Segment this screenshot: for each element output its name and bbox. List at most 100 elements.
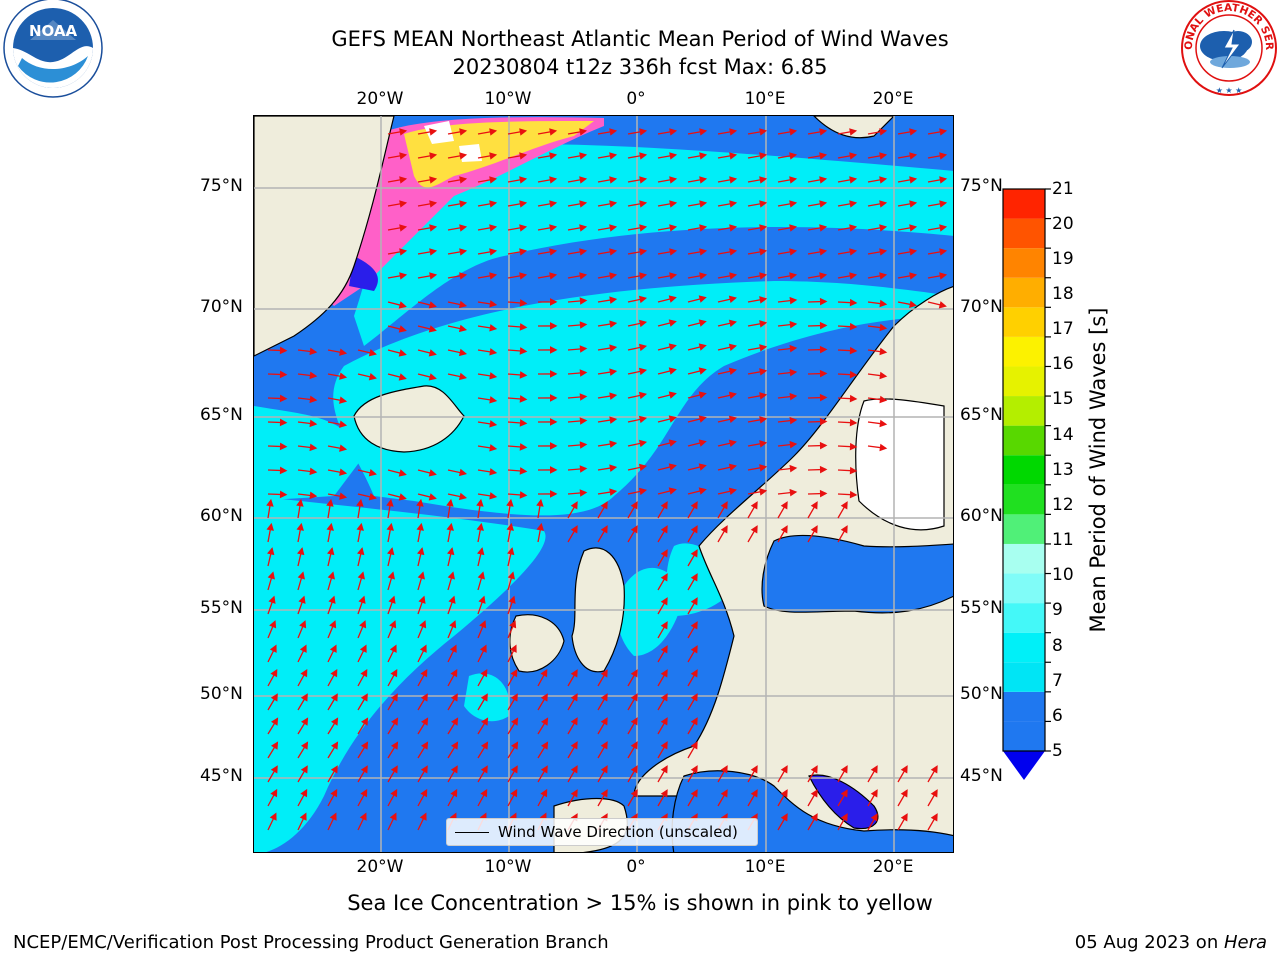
- wave-direction-arrow-head: [549, 466, 558, 474]
- colorbar-band: [1003, 336, 1045, 367]
- wave-direction-arrow-head: [519, 248, 528, 256]
- wave-direction-arrow-head: [699, 176, 708, 184]
- wave-direction-arrow-head: [540, 693, 548, 702]
- wave-direction-arrow-head: [690, 621, 698, 630]
- wave-direction-arrow-head: [939, 272, 948, 280]
- wave-direction-arrow-head: [390, 693, 398, 702]
- wave-direction-arrow-head: [579, 321, 588, 329]
- adriatic-sea: [808, 774, 879, 830]
- wave-direction-arrow-head: [789, 128, 798, 136]
- wave-direction-arrow-head: [759, 368, 768, 376]
- wave-direction-arrow-head: [609, 128, 618, 136]
- wave-direction-arrow-head: [729, 224, 738, 232]
- colorbar-tick-label: 13: [1052, 460, 1074, 480]
- wave-direction-arrow-head: [421, 717, 429, 726]
- wave-direction-arrow-head: [729, 176, 738, 184]
- wave-direction-arrow-head: [481, 717, 489, 726]
- wave-direction-arrow-head: [330, 765, 338, 774]
- wave-direction-arrow-head: [819, 417, 828, 426]
- wave-direction-arrow-head: [879, 128, 888, 136]
- wave-direction-arrow-head: [789, 200, 798, 208]
- lat-tick-left: 60°N: [200, 506, 243, 526]
- wave-direction-arrow-head: [549, 176, 558, 184]
- wave-direction-arrow-head: [579, 272, 588, 280]
- wave-direction-arrow-head: [359, 620, 367, 629]
- wave-direction-arrow-head: [639, 128, 648, 136]
- wave-direction-arrow-head: [507, 547, 515, 556]
- wave-direction-arrow-head: [330, 668, 338, 678]
- wave-direction-arrow-head: [420, 693, 428, 702]
- wave-direction-arrow-head: [429, 272, 438, 280]
- wave-direction-arrow-head: [579, 417, 588, 425]
- wave-direction-arrow-head: [630, 501, 638, 510]
- wave-direction-arrow-head: [459, 176, 468, 184]
- wave-direction-arrow-head: [429, 200, 438, 208]
- wave-direction-arrow-head: [638, 343, 647, 352]
- wave-direction-arrow-head: [609, 392, 618, 400]
- wave-direction-arrow-head: [386, 498, 394, 507]
- wave-direction-arrow-head: [360, 788, 368, 798]
- wave-direction-arrow-head: [780, 813, 788, 822]
- wave-direction-arrow-head: [489, 372, 498, 380]
- colorbar-band: [1003, 425, 1045, 456]
- wave-direction-arrow-head: [359, 812, 367, 821]
- colorbar-tick-label: 12: [1052, 495, 1074, 515]
- wave-direction-arrow-head: [510, 765, 518, 774]
- wave-direction-arrow-head: [789, 320, 798, 329]
- wave-direction-arrow-head: [789, 440, 798, 449]
- wave-direction-arrow-head: [429, 248, 438, 256]
- wave-direction-arrow-head: [266, 522, 274, 531]
- wave-direction-arrow-head: [271, 741, 279, 750]
- wave-direction-arrow-head: [300, 693, 308, 702]
- wave-direction-arrow-head: [368, 373, 377, 381]
- wave-direction-arrow-head: [819, 272, 828, 280]
- wave-direction-arrow-head: [549, 298, 558, 306]
- wave-direction-arrow-head: [870, 813, 878, 822]
- wave-direction-arrow-head: [300, 788, 308, 798]
- gulf-of-bothnia: [855, 398, 945, 531]
- map-title: GEFS MEAN Northeast Atlantic Mean Period…: [331, 27, 949, 51]
- greenland: [254, 116, 395, 357]
- colorbar-band: [1003, 632, 1045, 663]
- graticule: [254, 116, 953, 852]
- colorbar-band: [1003, 543, 1045, 574]
- wave-direction-arrow-head: [938, 301, 947, 309]
- wave-direction-arrow-head: [939, 152, 948, 160]
- wave-direction-arrow-head: [579, 224, 588, 232]
- wave-direction-arrow-head: [447, 571, 455, 580]
- wave-direction-arrow-head: [549, 322, 558, 330]
- wave-direction-arrow-head: [819, 224, 828, 232]
- wave-direction-arrow-head: [570, 717, 578, 726]
- wave-direction-arrow-head: [630, 693, 638, 702]
- wave-direction-arrow-head: [669, 152, 678, 160]
- wave-direction-arrow-head: [451, 741, 459, 750]
- wave-direction-arrow-head: [339, 444, 348, 452]
- wave-direction-arrow-head: [459, 224, 468, 232]
- lat-tick-left: 70°N: [200, 297, 243, 317]
- wave-direction-arrow-head: [698, 343, 707, 351]
- wave-direction-arrow-head: [660, 597, 668, 606]
- wave-direction-arrow-head: [519, 299, 528, 307]
- wave-direction-arrow-head: [780, 501, 788, 510]
- colorbar-band: [1003, 455, 1045, 485]
- wave-direction-arrow-head: [870, 765, 878, 774]
- wave-direction-arrow-head: [579, 176, 588, 184]
- wave-direction-arrow-head: [638, 391, 647, 400]
- wave-direction-arrow-head: [690, 573, 698, 582]
- wave-direction-arrow-head: [579, 200, 588, 208]
- wave-direction-arrow-head: [458, 324, 468, 333]
- wave-direction-arrow-head: [780, 765, 788, 774]
- wave-direction-arrow-head: [609, 200, 618, 208]
- wave-direction-arrow-head: [356, 522, 364, 531]
- wave-direction-arrow-head: [339, 492, 348, 500]
- wave-direction-arrow-head: [729, 200, 738, 208]
- wave-direction-arrow-head: [540, 765, 548, 774]
- wave-direction-arrow-head: [299, 812, 307, 821]
- wave-direction-arrow-head: [698, 367, 707, 375]
- wave-direction-arrow-head: [720, 765, 728, 774]
- wave-direction-arrow-head: [879, 200, 888, 208]
- wave-direction-arrow-head: [309, 419, 318, 428]
- wave-direction-arrow-head: [819, 128, 828, 136]
- wave-direction-arrow-head: [759, 320, 768, 328]
- wave-direction-arrow-head: [389, 812, 397, 821]
